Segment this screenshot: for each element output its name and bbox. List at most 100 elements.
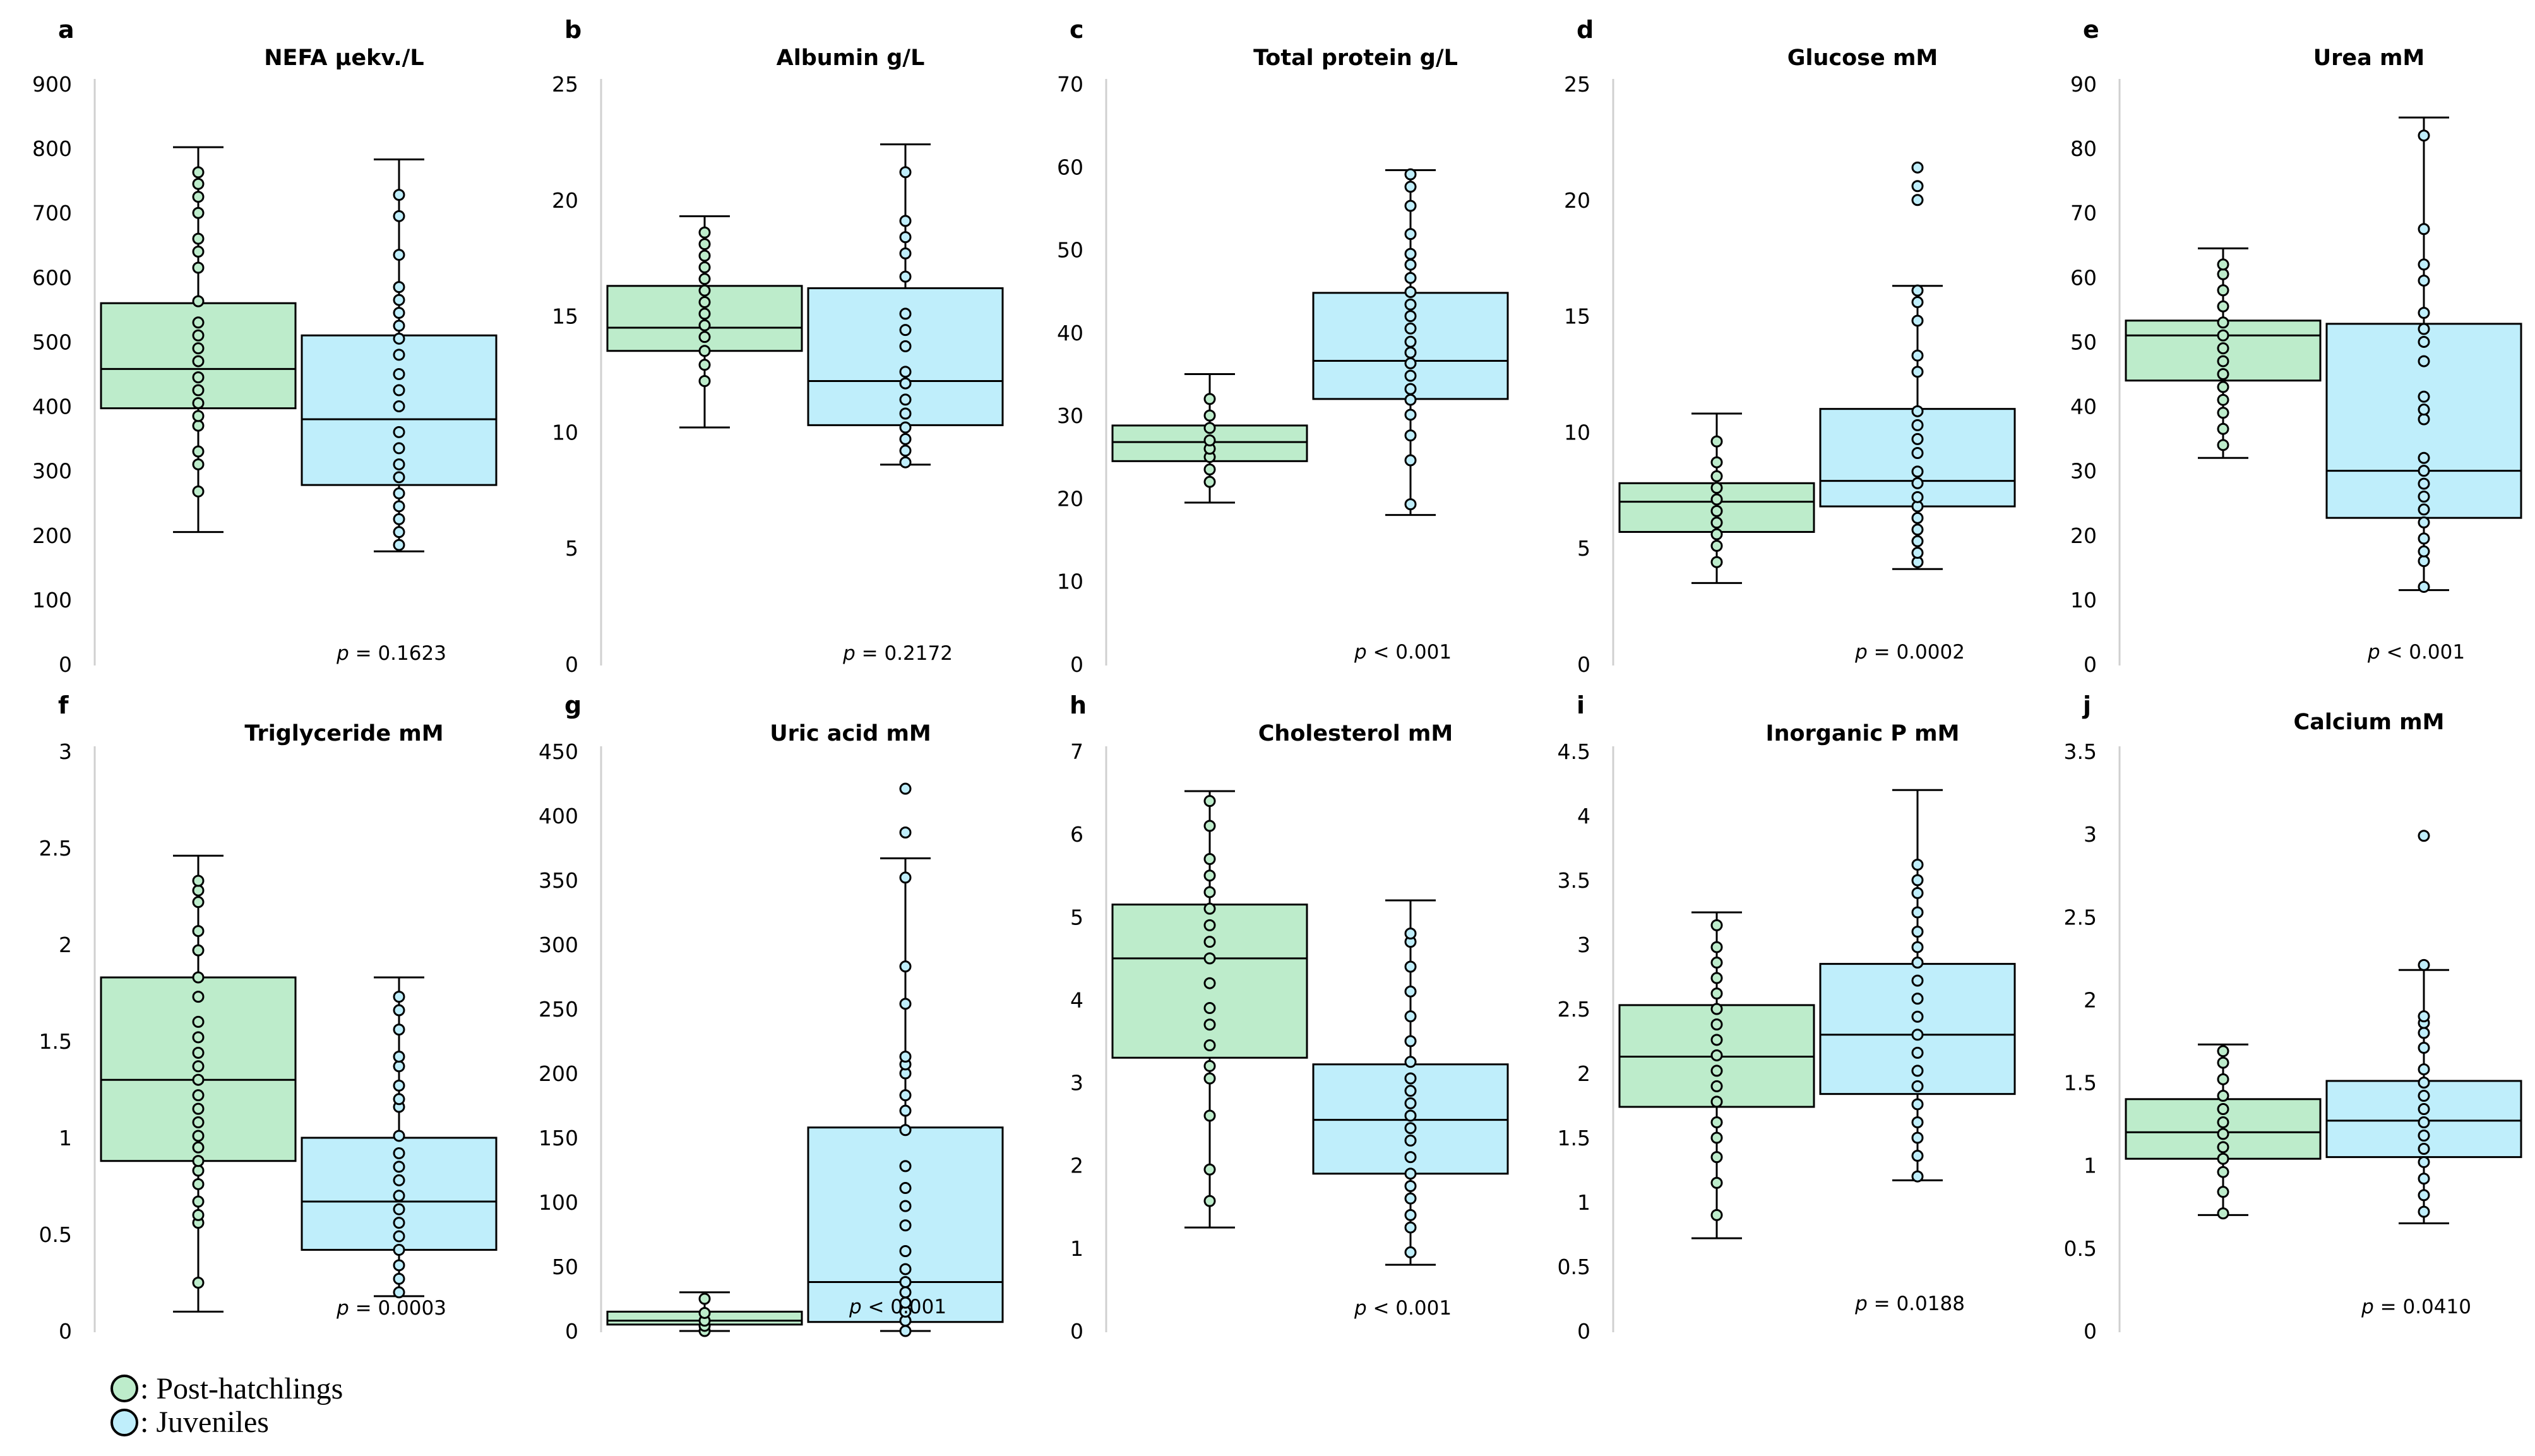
data-point xyxy=(1710,556,1723,568)
data-point xyxy=(2217,268,2229,280)
panel-letter: j xyxy=(2082,691,2091,719)
panel-h: h Cholesterol mM 0 1 2 3 4 5 6 7 p < 0.001 xyxy=(1070,691,1509,1344)
data-point xyxy=(899,782,912,795)
y-tick-label: 500 xyxy=(32,330,72,354)
y-tick-label: 25 xyxy=(1564,72,1590,97)
data-point xyxy=(698,226,711,239)
data-point xyxy=(2217,381,2229,393)
data-point xyxy=(899,393,912,406)
data-point xyxy=(1710,1080,1723,1092)
data-point xyxy=(2217,1166,2229,1178)
data-point xyxy=(899,366,912,378)
data-point xyxy=(1404,1208,1417,1221)
data-point xyxy=(1404,393,1417,406)
y-tick-label: 20 xyxy=(1564,188,1590,213)
data-point xyxy=(1911,1131,1924,1144)
data-point xyxy=(1404,298,1417,311)
y-tick-label: 1.5 xyxy=(2064,1071,2097,1095)
y-tick-label: 0.5 xyxy=(39,1222,72,1247)
data-point xyxy=(192,1031,205,1044)
data-point xyxy=(1404,286,1417,299)
data-point xyxy=(899,307,912,320)
data-point xyxy=(698,261,711,273)
legend-label-post-hatchlings: : Post-hatchlings xyxy=(140,1372,343,1405)
data-point xyxy=(899,407,912,420)
data-point xyxy=(2217,1116,2229,1129)
data-point xyxy=(1404,454,1417,467)
data-point xyxy=(393,513,405,525)
data-point xyxy=(393,458,405,470)
data-point xyxy=(899,1089,912,1102)
data-point xyxy=(192,1073,205,1086)
data-point xyxy=(1404,258,1417,271)
y-tick-label: 350 xyxy=(539,868,578,893)
series-post-hatchlings xyxy=(100,146,297,534)
data-point xyxy=(1404,346,1417,359)
series-post-hatchlings xyxy=(606,1291,803,1337)
y-tick-label: 60 xyxy=(1057,155,1083,179)
data-point xyxy=(1710,1151,1723,1164)
data-point xyxy=(393,1217,405,1229)
panel-title: Cholesterol mM xyxy=(1258,721,1453,746)
y-tick-label: 20 xyxy=(2070,523,2097,548)
y-tick-label: 450 xyxy=(539,739,578,764)
data-point xyxy=(1911,974,1924,987)
data-point xyxy=(1911,886,1924,899)
data-point xyxy=(393,189,405,201)
panel-i: i Inorganic P mM 0 0.5 1 1.5 2 2.5 3 3.5 4 4.5 p = 0… xyxy=(1558,691,2016,1344)
data-point xyxy=(192,1130,205,1142)
data-point xyxy=(1404,1109,1417,1122)
data-point xyxy=(899,871,912,884)
panel-a: a NEFA μekv./L 0 100 200 300 400 500 600 700 800 90… xyxy=(32,16,498,677)
series-juveniles xyxy=(1312,899,1509,1266)
data-point xyxy=(1911,161,1924,174)
p-value: p = 0.0188 xyxy=(1854,1292,1965,1315)
data-point xyxy=(698,307,711,320)
data-point xyxy=(899,826,912,839)
data-point xyxy=(1911,926,1924,938)
data-point xyxy=(1710,972,1723,984)
panel-letter: d xyxy=(1577,16,1594,44)
data-point xyxy=(2217,1090,2229,1102)
data-point xyxy=(698,331,711,343)
data-point xyxy=(1911,941,1924,953)
data-point xyxy=(1404,1151,1417,1164)
data-point xyxy=(899,433,912,445)
data-point xyxy=(192,991,205,1003)
data-point xyxy=(1710,540,1723,552)
data-point xyxy=(393,471,405,484)
data-point xyxy=(899,421,912,434)
panel-letter: c xyxy=(1070,16,1084,44)
data-point xyxy=(1203,952,1216,965)
data-point xyxy=(1203,393,1216,405)
data-point xyxy=(899,324,912,337)
y-tick-label: 0 xyxy=(1070,1319,1083,1344)
data-point xyxy=(1710,456,1723,468)
data-point xyxy=(1203,1072,1216,1085)
y-tick-label: 90 xyxy=(2070,72,2097,97)
data-point xyxy=(1911,1150,1924,1162)
panel-title: Calcium mM xyxy=(2294,710,2445,735)
data-point xyxy=(1911,419,1924,431)
data-point xyxy=(192,1060,205,1073)
data-point xyxy=(2418,451,2430,464)
panel-j: j Calcium mM 0 0.5 1 1.5 2 2.5 3 3.5 p = 0.0410 xyxy=(2064,691,2522,1344)
panel-title: Inorganic P mM xyxy=(1766,721,1960,746)
data-point xyxy=(393,294,405,306)
y-tick-label: 50 xyxy=(552,1255,578,1279)
data-point xyxy=(393,1147,405,1159)
data-point xyxy=(1203,936,1216,948)
data-point xyxy=(899,340,912,352)
y-tick-label: 5 xyxy=(1577,536,1590,561)
series-post-hatchlings xyxy=(1111,790,1308,1229)
data-point xyxy=(393,400,405,413)
data-point xyxy=(393,384,405,397)
legend: : Post-hatchlings : Juveniles xyxy=(110,1372,343,1439)
data-point xyxy=(1203,463,1216,475)
data-point xyxy=(1710,528,1723,540)
data-point xyxy=(2217,316,2229,329)
y-tick-label: 300 xyxy=(32,459,72,484)
panel-title: Total protein g/L xyxy=(1253,45,1458,71)
